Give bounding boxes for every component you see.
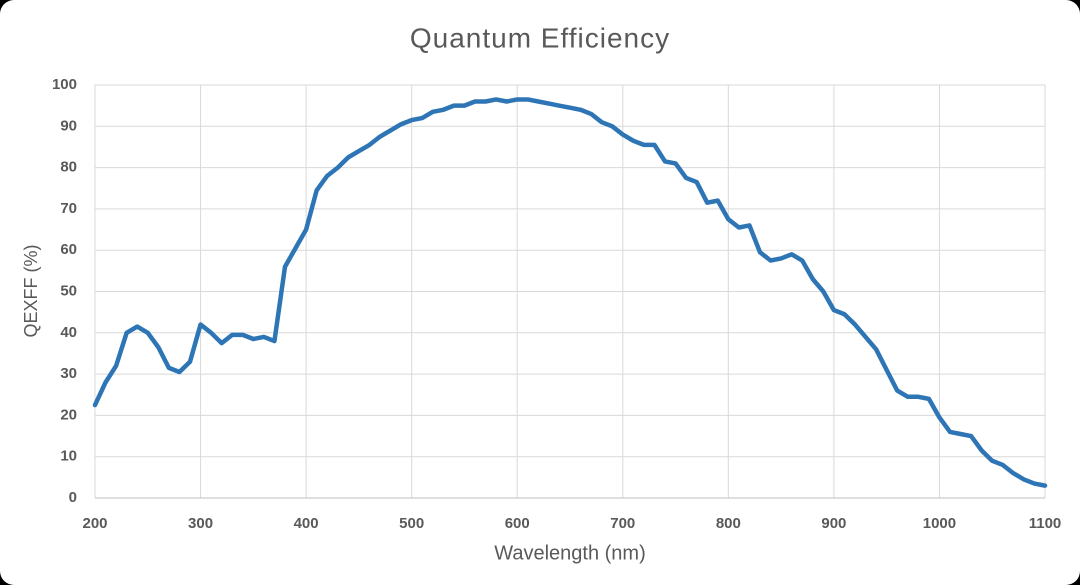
y-tick-label: 10 bbox=[60, 448, 77, 465]
y-tick-label: 40 bbox=[60, 324, 77, 341]
y-tick-label: 0 bbox=[69, 489, 77, 506]
x-axis-label: Wavelength (nm) bbox=[494, 542, 646, 564]
x-tick-label: 800 bbox=[716, 515, 741, 532]
y-tick-label: 70 bbox=[60, 200, 77, 217]
x-tick-label: 300 bbox=[188, 515, 213, 532]
x-tick-label: 200 bbox=[82, 515, 107, 532]
y-tick-label: 30 bbox=[60, 365, 77, 382]
x-tick-label: 900 bbox=[821, 515, 846, 532]
x-tick-label: 700 bbox=[610, 515, 635, 532]
y-tick-label: 20 bbox=[60, 406, 77, 423]
y-tick-label: 50 bbox=[60, 282, 77, 299]
x-tick-label: 400 bbox=[294, 515, 319, 532]
chart-title: Quantum Efficiency bbox=[410, 22, 670, 53]
x-tick-label: 1100 bbox=[1029, 515, 1062, 532]
x-tick-label: 500 bbox=[399, 515, 424, 532]
y-axis-label: QEXFF (%) bbox=[21, 245, 41, 338]
y-tick-label: 100 bbox=[52, 76, 77, 93]
x-tick-label: 1000 bbox=[923, 515, 956, 532]
y-tick-label: 80 bbox=[60, 159, 77, 176]
y-tick-label: 60 bbox=[60, 241, 77, 258]
y-tick-label: 90 bbox=[60, 117, 77, 134]
data-line bbox=[92, 97, 1048, 488]
x-tick-label: 600 bbox=[505, 515, 530, 532]
